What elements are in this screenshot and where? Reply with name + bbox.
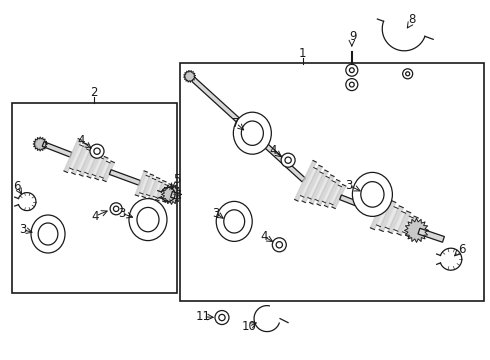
Polygon shape [310, 170, 328, 204]
Text: 3: 3 [19, 223, 27, 236]
Polygon shape [33, 137, 47, 151]
Circle shape [219, 314, 225, 321]
Polygon shape [332, 184, 346, 208]
Circle shape [346, 78, 358, 91]
Text: 9: 9 [349, 30, 357, 42]
Circle shape [113, 206, 119, 211]
Ellipse shape [31, 215, 65, 253]
Polygon shape [135, 171, 147, 196]
Polygon shape [156, 181, 166, 201]
Circle shape [272, 238, 286, 252]
Polygon shape [376, 202, 391, 227]
Bar [180, 63, 484, 301]
Ellipse shape [216, 201, 252, 242]
Polygon shape [102, 161, 115, 181]
Polygon shape [92, 157, 103, 176]
Polygon shape [294, 161, 317, 201]
Circle shape [285, 157, 291, 163]
Ellipse shape [224, 210, 245, 233]
Polygon shape [300, 167, 317, 197]
Polygon shape [85, 153, 97, 174]
Text: 7: 7 [232, 117, 240, 130]
Polygon shape [142, 174, 153, 198]
Polygon shape [70, 145, 83, 170]
Circle shape [215, 311, 229, 324]
Polygon shape [190, 76, 305, 182]
Circle shape [276, 242, 282, 248]
Polygon shape [64, 139, 82, 172]
Polygon shape [42, 142, 72, 157]
Text: 11: 11 [196, 310, 211, 323]
Text: 4: 4 [261, 230, 269, 243]
Circle shape [346, 64, 358, 76]
Polygon shape [379, 201, 396, 231]
Polygon shape [140, 175, 149, 194]
Circle shape [94, 148, 100, 154]
Text: 8: 8 [408, 13, 416, 26]
Polygon shape [330, 185, 342, 205]
Ellipse shape [38, 223, 58, 245]
Polygon shape [370, 195, 389, 230]
Ellipse shape [129, 199, 167, 240]
Ellipse shape [233, 112, 271, 154]
Text: 3: 3 [118, 207, 125, 220]
Polygon shape [324, 180, 340, 207]
Polygon shape [171, 192, 178, 199]
Text: 4: 4 [77, 134, 85, 147]
Polygon shape [322, 181, 335, 203]
Circle shape [349, 68, 354, 73]
Polygon shape [388, 206, 403, 233]
Polygon shape [109, 170, 141, 185]
Circle shape [403, 69, 413, 79]
Polygon shape [308, 172, 323, 199]
Text: 5: 5 [172, 173, 180, 186]
Polygon shape [72, 143, 88, 174]
Polygon shape [394, 211, 406, 231]
Ellipse shape [242, 121, 263, 145]
Text: 3: 3 [212, 207, 220, 220]
Circle shape [406, 72, 410, 76]
Polygon shape [385, 207, 398, 229]
Text: 4: 4 [92, 210, 99, 222]
Polygon shape [405, 219, 428, 242]
Text: 3: 3 [345, 179, 353, 192]
Polygon shape [77, 149, 90, 172]
Text: 6: 6 [458, 243, 466, 256]
Polygon shape [302, 165, 322, 203]
Polygon shape [100, 161, 110, 178]
Text: 6: 6 [13, 180, 21, 193]
Polygon shape [315, 176, 329, 201]
Ellipse shape [361, 182, 384, 207]
Circle shape [349, 82, 354, 87]
Polygon shape [340, 195, 378, 214]
Polygon shape [153, 181, 162, 198]
Polygon shape [95, 157, 108, 180]
Circle shape [90, 144, 104, 158]
Polygon shape [149, 177, 160, 199]
Polygon shape [87, 152, 101, 178]
Circle shape [110, 203, 122, 215]
Ellipse shape [137, 207, 159, 232]
Polygon shape [402, 216, 414, 234]
Bar [12, 103, 177, 293]
Polygon shape [147, 179, 156, 196]
Text: 10: 10 [242, 320, 256, 333]
Polygon shape [317, 175, 334, 206]
Text: 2: 2 [90, 86, 98, 99]
Polygon shape [79, 148, 95, 176]
Circle shape [281, 153, 295, 167]
Ellipse shape [352, 172, 392, 216]
Polygon shape [184, 70, 196, 82]
Polygon shape [406, 216, 418, 237]
Polygon shape [397, 211, 411, 235]
Polygon shape [160, 184, 168, 199]
Polygon shape [162, 184, 181, 204]
Polygon shape [418, 228, 444, 242]
Text: 1: 1 [299, 47, 307, 60]
Text: 4: 4 [270, 144, 277, 157]
Polygon shape [163, 184, 172, 202]
